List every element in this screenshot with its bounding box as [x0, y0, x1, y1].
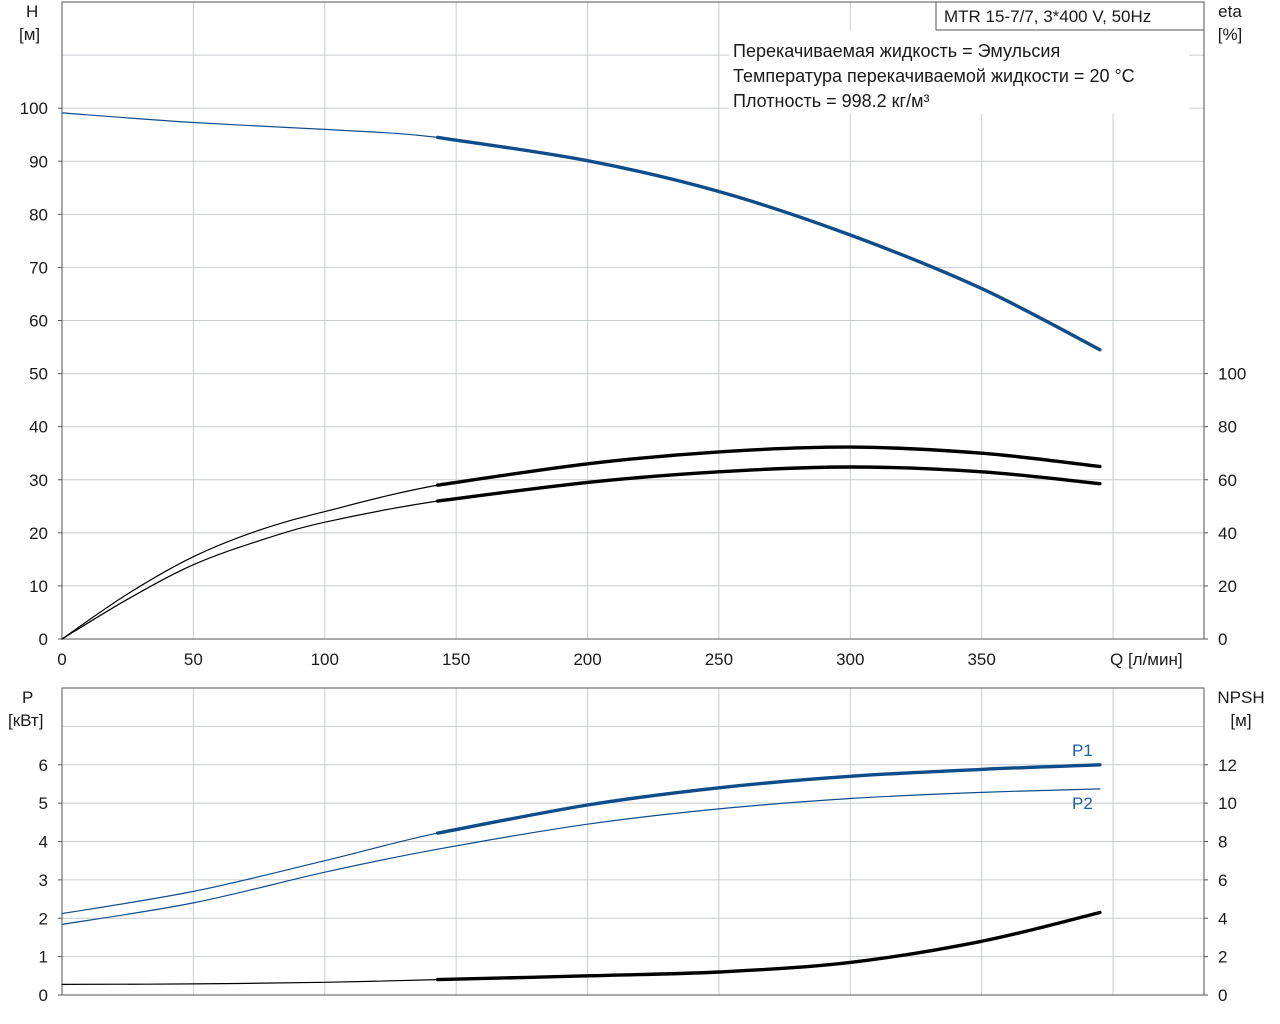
x-tick-label: 0 — [57, 650, 66, 669]
right-tick-label: 12 — [1218, 756, 1237, 775]
x-tick-label: 350 — [967, 650, 995, 669]
series-label-p1: P1 — [1072, 741, 1093, 760]
right-tick-label: 0 — [1218, 630, 1227, 649]
left-tick-label: 10 — [29, 577, 48, 596]
bottom-right-axis-label-1: NPSH — [1217, 688, 1264, 707]
series-eta_lower-line — [61, 466, 1101, 640]
bottom-right-axis-label-2: [м] — [1230, 711, 1251, 730]
left-tick-label: 5 — [39, 794, 48, 813]
grid-layer — [61, 1, 1205, 996]
series-eta_lower-operating-range — [436, 465, 1102, 503]
x-axis-label: Q [л/мин] — [1110, 650, 1183, 669]
left-tick-label: 4 — [39, 833, 48, 852]
series-label-p2: P2 — [1072, 794, 1093, 813]
top-left-axis-label-2: [м] — [19, 25, 40, 44]
right-tick-label: 80 — [1218, 418, 1237, 437]
top-right-axis-label-1: eta — [1218, 2, 1242, 21]
title-box-text: MTR 15-7/7, 3*400 V, 50Hz — [944, 7, 1151, 26]
left-tick-label: 20 — [29, 524, 48, 543]
x-tick-label: 150 — [442, 650, 470, 669]
title-box — [935, 1, 1205, 31]
left-tick-label: 6 — [39, 756, 48, 775]
series-p2-line — [61, 788, 1101, 925]
bottom-left-axis-label-2: [кВт] — [8, 711, 43, 730]
left-tick-label: 3 — [39, 871, 48, 890]
series-p1-line — [61, 764, 1101, 915]
right-tick-label: 60 — [1218, 471, 1237, 490]
note-liquid: Перекачиваемая жидкость = Эмульсия — [733, 41, 1060, 61]
x-tick-label: 300 — [836, 650, 864, 669]
right-tick-label: 4 — [1218, 909, 1227, 928]
top-right-axis-label-2: [%] — [1218, 25, 1243, 44]
title-box-bg — [729, 30, 1189, 114]
note-density: Плотность = 998.2 кг/м³ — [733, 91, 929, 111]
left-tick-label: 2 — [39, 909, 48, 928]
left-tick-label: 100 — [20, 99, 48, 118]
series-p1-operating-range — [436, 763, 1102, 835]
left-tick-label: 30 — [29, 471, 48, 490]
x-tick-label: 250 — [705, 650, 733, 669]
left-tick-label: 0 — [39, 630, 48, 649]
left-tick-label: 40 — [29, 418, 48, 437]
left-tick-label: 50 — [29, 365, 48, 384]
x-tick-label: 50 — [184, 650, 203, 669]
note-temperature: Температура перекачиваемой жидкости = 20… — [733, 66, 1135, 86]
left-tick-label: 60 — [29, 312, 48, 331]
right-tick-label: 20 — [1218, 577, 1237, 596]
x-tick-label: 200 — [573, 650, 601, 669]
series-npsh-operating-range — [436, 910, 1102, 982]
right-tick-label: 10 — [1218, 794, 1237, 813]
left-tick-label: 1 — [39, 948, 48, 967]
top-left-axis-label-1: H — [26, 2, 38, 21]
left-tick-label: 80 — [29, 205, 48, 224]
series-h-operating-range — [436, 135, 1102, 352]
left-tick-label: 90 — [29, 152, 48, 171]
series-h-line — [61, 112, 1101, 351]
right-tick-label: 6 — [1218, 871, 1227, 890]
bottom-left-axis-label-1: P — [22, 688, 33, 707]
series-eta_upper-operating-range — [436, 445, 1102, 487]
right-tick-label: 40 — [1218, 524, 1237, 543]
right-tick-label: 2 — [1218, 948, 1227, 967]
series-layer — [61, 112, 1102, 985]
right-tick-label: 100 — [1218, 365, 1246, 384]
right-tick-label: 8 — [1218, 833, 1227, 852]
left-tick-label: 0 — [39, 986, 48, 1005]
x-tick-label: 100 — [311, 650, 339, 669]
right-tick-label: 0 — [1218, 986, 1227, 1005]
left-tick-label: 70 — [29, 258, 48, 277]
series-eta_upper-line — [61, 446, 1101, 640]
